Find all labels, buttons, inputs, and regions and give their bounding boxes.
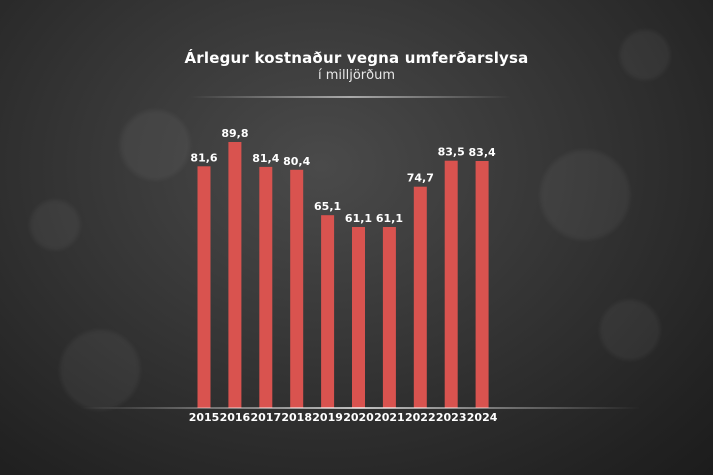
- x-tick-label-2018: 2018: [281, 411, 312, 424]
- x-tick-label-2019: 2019: [312, 411, 343, 424]
- background-bokeh: [540, 150, 630, 240]
- baseline-divider: [80, 407, 640, 409]
- background-bokeh: [120, 110, 190, 180]
- x-tick-label-2022: 2022: [405, 411, 436, 424]
- value-label-2018: 80,4: [283, 155, 310, 168]
- background-bokeh: [30, 200, 80, 250]
- bar-2022: [413, 186, 427, 408]
- title-divider: [190, 96, 510, 98]
- value-label-2024: 83,4: [469, 146, 496, 159]
- value-label-2017: 81,4: [252, 152, 279, 165]
- chart-subtitle: í milljörðum: [317, 68, 395, 83]
- background-bokeh: [620, 30, 670, 80]
- background-bokeh: [60, 330, 140, 410]
- bar-2021: [382, 227, 396, 408]
- bar-2023: [444, 160, 458, 408]
- value-label-2021: 61,1: [376, 212, 403, 225]
- x-tick-label-2021: 2021: [374, 411, 405, 424]
- value-label-2022: 74,7: [407, 172, 434, 185]
- value-label-2020: 61,1: [345, 212, 372, 225]
- bar-2016: [228, 142, 242, 408]
- bar-2019: [321, 215, 335, 408]
- x-tick-label-2016: 2016: [220, 411, 251, 424]
- value-label-2016: 89,8: [221, 127, 248, 140]
- x-tick-label-2023: 2023: [436, 411, 467, 424]
- x-tick-label-2024: 2024: [467, 411, 498, 424]
- bar-2018: [290, 169, 304, 408]
- bar-2017: [259, 166, 273, 408]
- background-bokeh: [600, 300, 660, 360]
- value-label-2023: 83,5: [438, 146, 465, 159]
- bar-2024: [475, 161, 489, 408]
- x-tick-label-2015: 2015: [189, 411, 220, 424]
- bar-2020: [352, 227, 365, 408]
- x-tick-label-2020: 2020: [343, 411, 374, 424]
- bar-2015: [197, 166, 211, 408]
- value-label-2015: 81,6: [190, 151, 217, 164]
- x-tick-label-2017: 2017: [250, 411, 281, 424]
- value-label-2019: 65,1: [314, 200, 341, 213]
- chart-title: Árlegur kostnaður vegna umferðarslysa: [184, 49, 529, 67]
